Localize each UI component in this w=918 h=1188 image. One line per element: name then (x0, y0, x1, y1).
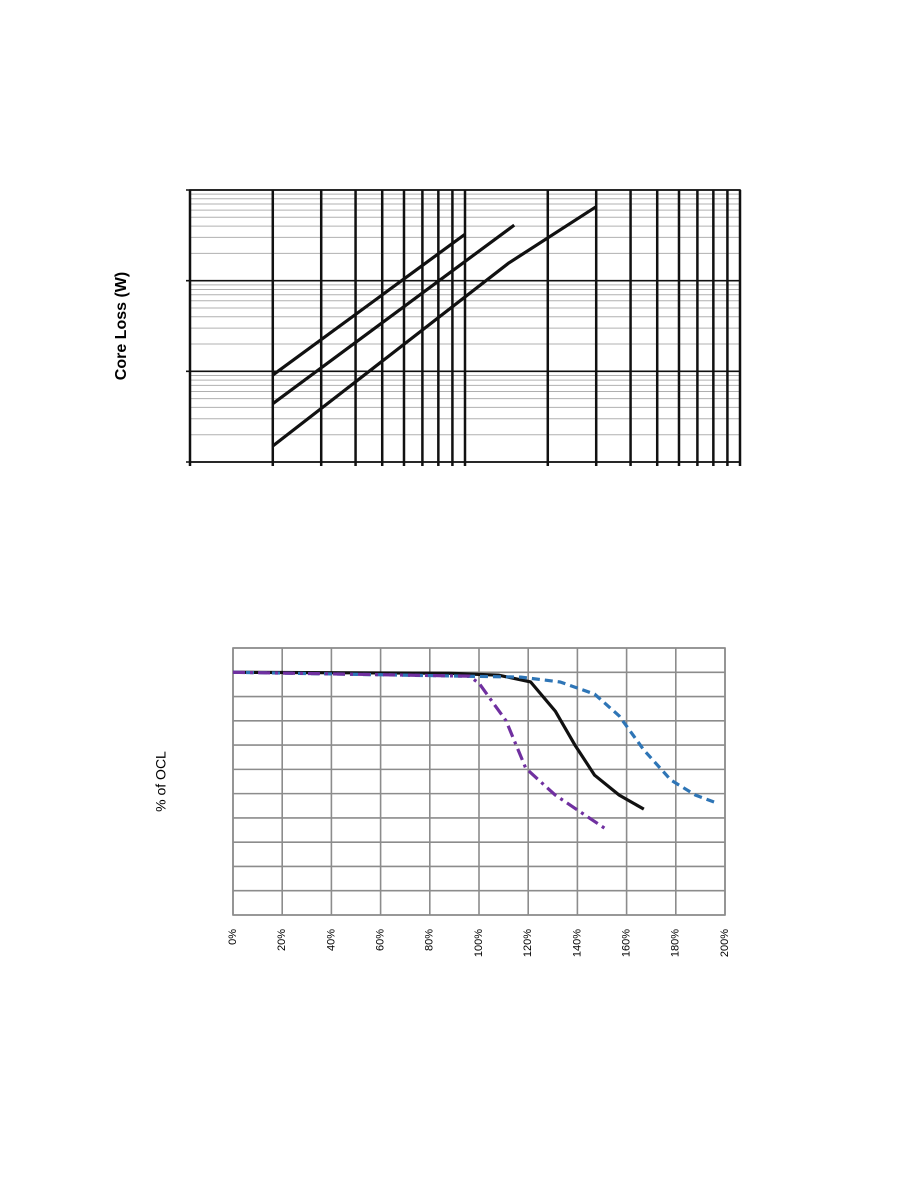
plot-frame (189, 189, 741, 463)
x-tick-label: 40% (325, 929, 337, 951)
series-line (232, 670, 645, 811)
series-line (232, 670, 719, 805)
x-tick-label: 200% (719, 929, 731, 957)
series-line (271, 205, 597, 448)
x-tick-label: 120% (522, 929, 534, 957)
x-tick-label: 20% (276, 929, 288, 951)
x-tick-label: 0% (227, 929, 239, 945)
x-tick-label: 80% (424, 929, 436, 951)
y-axis-label: Core Loss (W) (113, 272, 130, 380)
y-axis-label: % of OCL (153, 751, 169, 812)
x-tick-label: 180% (670, 929, 682, 957)
series-line (271, 232, 466, 377)
plot-frame (232, 647, 726, 916)
x-tick-label: 140% (571, 929, 583, 957)
x-tick-label: 60% (375, 929, 387, 951)
series-line (271, 223, 516, 405)
x-tick-label: 160% (621, 929, 633, 957)
series-line (232, 670, 606, 830)
x-tick-label: 100% (473, 929, 485, 957)
